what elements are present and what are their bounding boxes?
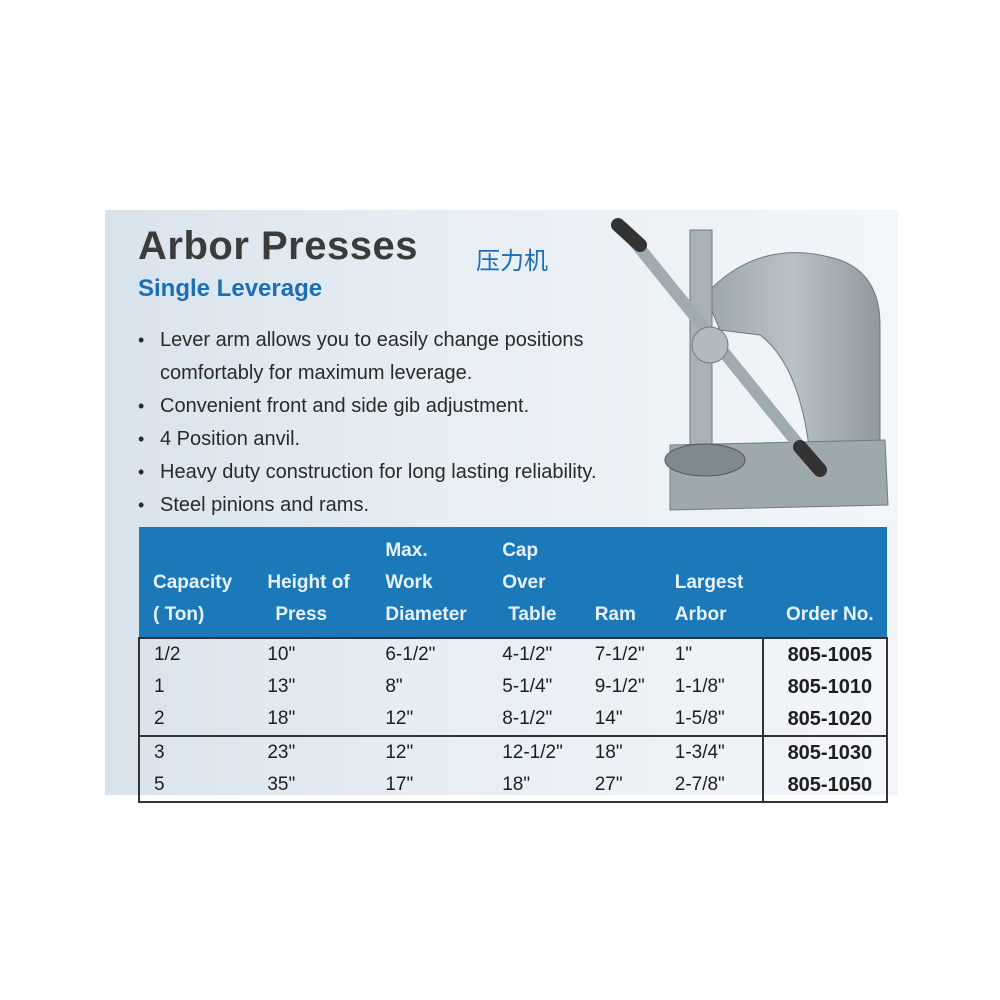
header-text xyxy=(595,567,657,599)
col-order-no: Order No. xyxy=(763,527,887,638)
table-cell: 23" xyxy=(253,735,372,769)
col-cap-over-table: Cap Over Table xyxy=(488,527,580,638)
feature-item: Steel pinions and rams. xyxy=(138,489,597,522)
feature-text: 4 Position anvil. xyxy=(160,428,301,450)
header-text xyxy=(153,535,249,567)
order-number-cell: 805-1050 xyxy=(761,769,887,802)
header-text: Largest xyxy=(674,572,744,593)
table-cell: 18" xyxy=(580,735,661,769)
header-text xyxy=(267,535,367,567)
subtitle: Single Leverage xyxy=(138,275,323,302)
col-largest-arbor: Largest Arbor xyxy=(661,527,763,638)
table-cell: 8" xyxy=(385,676,403,697)
feature-text: Convenient front and side gib adjustment… xyxy=(160,395,530,417)
arbor-press-illustration xyxy=(611,218,889,511)
header-text: Order No. xyxy=(786,604,874,625)
table-cell: 8-1/2" xyxy=(502,708,553,729)
header-text: Cap xyxy=(502,540,539,561)
feature-list: Lever arm allows you to easily change po… xyxy=(138,324,597,522)
header-text: Ram xyxy=(594,604,636,625)
table-row: 2 18" 12" 8-1/2" 14" 1-5/8" 805-1020 xyxy=(139,703,887,736)
table-cell: 10" xyxy=(267,644,296,665)
feature-item: Convenient front and side gib adjustment… xyxy=(138,390,597,423)
header-text xyxy=(595,535,657,567)
table-cell: 9-1/2" xyxy=(594,676,645,697)
feature-text: Steel pinions and rams. xyxy=(160,494,370,516)
table-cell: 2 xyxy=(154,708,165,729)
table-row: 5 35" 17" 18" 27" 2-7/8" 805-1050 xyxy=(139,769,887,802)
header-text: Diameter xyxy=(385,604,467,625)
order-number-cell: 805-1010 xyxy=(761,671,887,703)
col-capacity: Capacity ( Ton) xyxy=(139,527,253,638)
feature-text-continued: comfortably for maximum leverage. xyxy=(160,362,473,384)
header-text: Table xyxy=(508,604,557,625)
table-cell: 13" xyxy=(267,676,296,697)
chinese-title: 压力机 xyxy=(476,247,548,275)
table-cell: 3 xyxy=(139,735,254,769)
col-ram: Ram xyxy=(581,527,661,638)
header-text: Press xyxy=(275,604,328,625)
header-text: Over xyxy=(502,572,546,593)
table-cell: 18" xyxy=(267,708,296,729)
feature-text: Heavy duty construction for long lasting… xyxy=(160,461,597,483)
table-cell: 1-3/4" xyxy=(660,735,763,769)
table-cell: 1-5/8" xyxy=(674,708,725,729)
table-cell: 6-1/2" xyxy=(385,644,436,665)
order-number-cell: 805-1005 xyxy=(761,638,887,671)
table-cell: 12-1/2" xyxy=(488,735,581,769)
specifications-table: Capacity ( Ton) Height of Press Max. Work Di… xyxy=(138,527,888,803)
header-text: Max. xyxy=(385,540,428,561)
table-cell: 2-7/8" xyxy=(674,774,725,795)
table-cell: 14" xyxy=(594,708,623,729)
table-row: 1 13" 8" 5-1/4" 9-1/2" 1-1/8" 805-1010 xyxy=(139,671,887,703)
table-cell: 12" xyxy=(371,735,489,769)
table-row: 3 23" 12" 12-1/2" 18" 1-3/4" 805-1030 xyxy=(139,735,887,769)
header-text xyxy=(777,535,883,567)
header-text: ( Ton) xyxy=(153,604,205,625)
table-cell: 12" xyxy=(385,708,414,729)
table-cell: 4-1/2" xyxy=(502,644,553,665)
table-cell: 18" xyxy=(502,774,531,795)
col-max-work-diameter: Max. Work Diameter xyxy=(371,527,488,638)
table-body: 1/2 10" 6-1/2" 4-1/2" 7-1/2" 1" 805-1005 1 13" 8"… xyxy=(139,638,887,802)
feature-text: Lever arm allows you to easily change po… xyxy=(160,329,584,351)
feature-item: Lever arm allows you to easily change po… xyxy=(138,324,597,390)
col-height: Height of Press xyxy=(253,527,371,638)
header-text xyxy=(675,535,759,567)
header-text: Arbor xyxy=(674,604,727,625)
table-cell: 5-1/4" xyxy=(502,676,553,697)
feature-item: Heavy duty construction for long lasting… xyxy=(138,456,597,489)
table-cell: 1-1/8" xyxy=(674,676,725,697)
feature-item: 4 Position anvil. xyxy=(138,423,597,456)
table-header-row: Capacity ( Ton) Height of Press Max. Work Di… xyxy=(139,527,887,638)
table-cell: 1/2 xyxy=(154,644,181,665)
header-text xyxy=(777,567,883,599)
table-cell: 35" xyxy=(267,774,296,795)
header-text: Capacity xyxy=(153,572,233,593)
header-text: Work xyxy=(385,572,433,593)
table-cell: 1 xyxy=(154,676,165,697)
table-cell: 17" xyxy=(385,774,414,795)
table-cell: 27" xyxy=(594,774,623,795)
table-cell: 1" xyxy=(674,644,693,665)
table-row: 1/2 10" 6-1/2" 4-1/2" 7-1/2" 1" 805-1005 xyxy=(139,638,887,671)
table-cell: 7-1/2" xyxy=(594,644,645,665)
page-title: Arbor Presses xyxy=(138,224,418,268)
order-number-cell: 805-1020 xyxy=(761,703,887,736)
table-cell: 5 xyxy=(154,774,165,795)
header-text: Height of xyxy=(267,572,350,593)
order-number-cell: 805-1030 xyxy=(761,735,887,769)
